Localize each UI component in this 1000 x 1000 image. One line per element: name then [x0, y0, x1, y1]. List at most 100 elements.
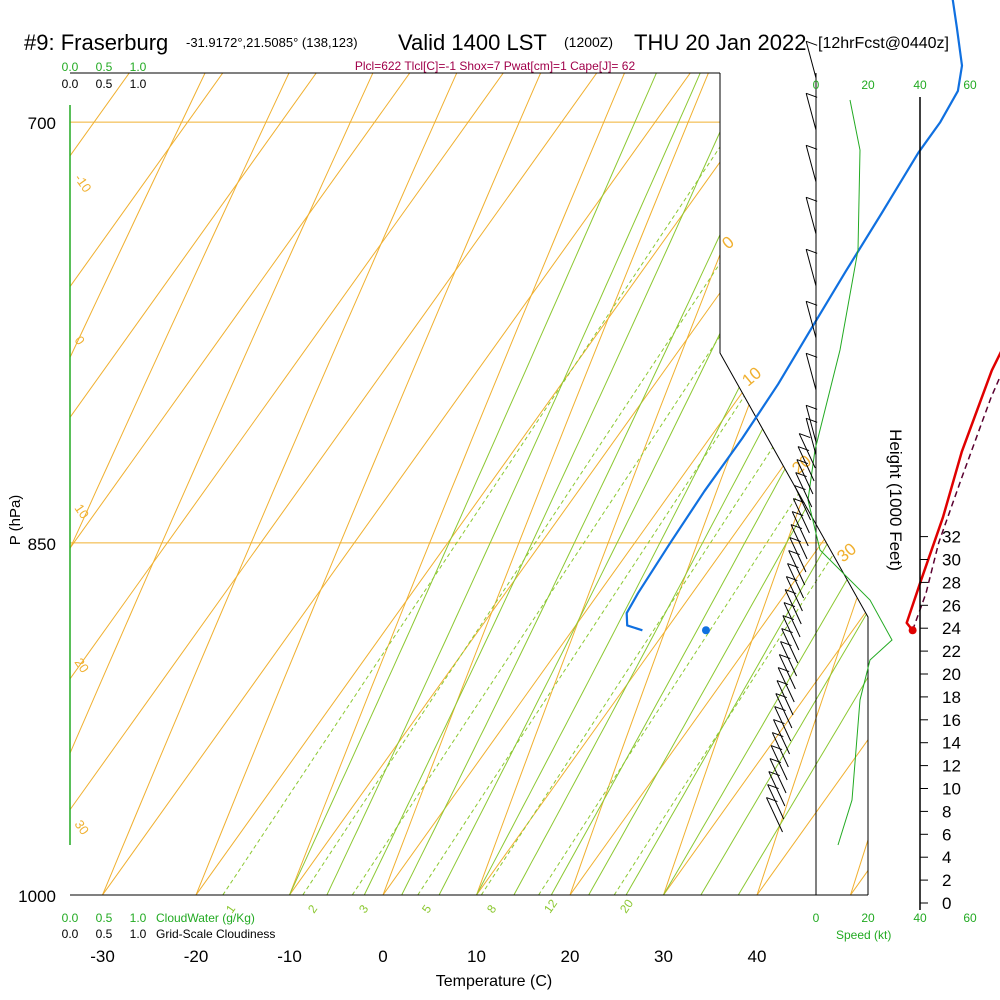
cloudwater-tick-top: 1.0: [130, 60, 147, 74]
x-axis-label: Temperature (C): [436, 973, 552, 990]
wind-barb-flag: [770, 745, 783, 751]
wind-barb-flag: [775, 693, 787, 699]
wind-barb-staff: [805, 301, 817, 339]
wind-barb-flag: [788, 550, 800, 556]
mixing-ratio-label: 20: [617, 896, 636, 915]
wind-barb-flag: [790, 524, 803, 530]
wind-barb-flag: [805, 196, 818, 202]
wind-barb-staff: [777, 667, 795, 703]
temperature-tick-label: 40: [748, 947, 767, 966]
wind-speed-tick-top: 40: [913, 78, 927, 92]
wind-barb-staff: [805, 197, 817, 235]
dry-adiabat: [70, 73, 868, 895]
title-date: THU 20 Jan 2022: [634, 30, 806, 55]
plot-frame: [69, 72, 869, 896]
height-tick-label: 20: [942, 665, 961, 684]
isotherm-line: [70, 73, 868, 895]
dry-adiabat: [153, 73, 868, 895]
mixing-ratio-line: [480, 73, 868, 895]
wind-barb-flag: [795, 472, 807, 478]
theta-e-label: 0: [718, 232, 737, 253]
mixing-ratio-label: 2: [305, 902, 320, 916]
temperature-tick-label: -10: [277, 947, 302, 966]
wind-barb-staff: [780, 641, 798, 677]
moist-adiabat: [625, 73, 868, 895]
theta-label: 20: [72, 655, 93, 675]
wind-speed-tick-bottom: 20: [861, 911, 875, 925]
pressure-tick-label: 700: [28, 114, 56, 133]
wind-barb-staff: [805, 353, 817, 391]
wind-barb-flag: [769, 758, 782, 764]
height-tick-label: 22: [942, 642, 961, 661]
wind-barb-staff: [768, 771, 786, 807]
wind-barb-staff: [775, 693, 793, 729]
wind-barb-staff: [770, 745, 788, 781]
mixing-ratio-line: [222, 73, 868, 895]
wind-barb-staff: [785, 576, 803, 612]
isotherm-line: [70, 73, 868, 895]
wind-barb-flag: [766, 797, 778, 803]
cloudiness-tick-bottom: 0.5: [96, 927, 113, 941]
wind-barb-flag: [786, 576, 798, 582]
surface-dewpoint-dot: [701, 626, 710, 635]
wind-barb-staff: [769, 758, 787, 794]
pressure-tick-label: 1000: [18, 887, 56, 906]
wind-barb-staff: [798, 433, 816, 469]
isotherm-line: [70, 73, 868, 895]
wind-barb-staff: [771, 732, 789, 768]
theta-e-label: 10: [738, 363, 765, 390]
wind-speed-profile: [807, 99, 893, 846]
cloudiness-tick-bottom: 0.0: [62, 927, 79, 941]
moist-adiabat: [401, 73, 868, 895]
isotherm-line: [70, 73, 868, 895]
temperature-tick-label: 10: [467, 947, 486, 966]
wind-barb-flag: [782, 615, 795, 621]
wind-barb-flag: [805, 352, 818, 358]
surface-temperature-dot: [908, 626, 917, 635]
wind-barb-staff: [781, 628, 799, 664]
height-tick-label: 0: [942, 894, 951, 913]
params-line: Plcl=622 Tlcl[C]=-1 Shox=7 Pwat[cm]=1 Ca…: [355, 59, 636, 73]
moist-adiabat: [326, 73, 868, 895]
wind-barb-flag: [768, 771, 780, 777]
isotherm-line: [195, 73, 868, 895]
temperature-tick-label: 30: [654, 947, 673, 966]
wind-barb-flag: [779, 654, 791, 660]
wind-barb-flag: [774, 706, 786, 712]
wind-speed-tick-top: 0: [813, 78, 820, 92]
cloudwater-tick-bottom: 0.5: [96, 911, 113, 925]
cloudwater-label: CloudWater (g/Kg): [156, 911, 255, 925]
wind-barb-flag: [767, 784, 779, 790]
wind-barb-flag: [781, 628, 793, 634]
moist-adiabat: [663, 73, 868, 895]
wind-speed-tick-bottom: 60: [963, 911, 977, 925]
height-tick-label: 4: [942, 848, 951, 867]
wind-barb-flag: [796, 459, 809, 465]
height-tick-label: 14: [942, 734, 961, 753]
moist-adiabat: [513, 73, 868, 895]
mixing-ratio-label: 3: [356, 902, 371, 916]
moist-adiabat: [588, 73, 868, 895]
height-tick-label: 30: [942, 551, 961, 570]
wind-barb-staff: [794, 485, 812, 521]
wind-barb-staff: [782, 615, 800, 651]
isotherm-line: [70, 73, 868, 895]
theta-label: 0: [72, 333, 88, 348]
height-tick-label: 12: [942, 757, 961, 776]
wind-barb-staff: [788, 550, 806, 586]
height-tick-label: 26: [942, 596, 961, 615]
wind-barb-flag: [805, 92, 818, 98]
temperature-tick-label: -20: [184, 947, 209, 966]
wind-barb-flag: [789, 537, 802, 543]
wind-panel: [766, 40, 893, 895]
isotherm-line: [70, 73, 868, 895]
wind-barb-staff: [774, 706, 792, 742]
mixing-ratio-label: 8: [484, 902, 499, 916]
wind-barb-staff: [805, 145, 817, 183]
wind-barb-staff: [766, 797, 783, 833]
wind-barb-staff: [791, 511, 809, 547]
theta-label: -10: [72, 171, 95, 195]
wind-barb-staff: [787, 563, 805, 599]
wind-barb-staff: [778, 654, 796, 690]
theta-label: 30: [72, 817, 93, 837]
